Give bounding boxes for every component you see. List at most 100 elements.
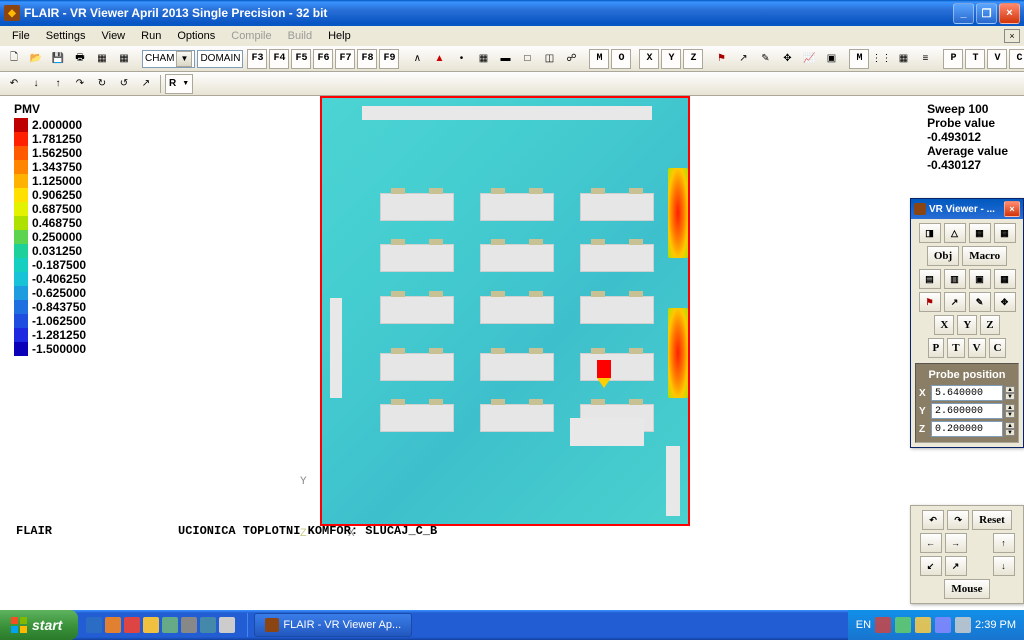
vr-close-button[interactable]: ×	[1004, 201, 1020, 217]
vr-macro-button[interactable]: Macro	[962, 246, 1007, 266]
m2-button[interactable]: M	[849, 49, 869, 69]
vr-p-button[interactable]: P	[928, 338, 945, 358]
menu-help[interactable]: Help	[320, 28, 359, 44]
minimize-button[interactable]: _	[953, 3, 974, 24]
menubar-close[interactable]: ×	[1004, 29, 1020, 43]
flag-icon[interactable]: ⚑	[711, 49, 731, 69]
nav-rot-r[interactable]: ↷	[947, 510, 969, 530]
nav-down[interactable]: ↓	[993, 556, 1015, 576]
o-button[interactable]: O	[611, 49, 631, 69]
tray-icon-1[interactable]	[875, 617, 891, 633]
vr-btn-arrow[interactable]: ↗	[944, 292, 966, 312]
menu-view[interactable]: View	[93, 28, 133, 44]
tool-a-icon[interactable]: ∧	[407, 49, 427, 69]
dots-icon[interactable]: ⋮⋮	[871, 49, 891, 69]
pos-z-down[interactable]: ▼	[1005, 429, 1015, 436]
vr-btn-flag[interactable]: ⚑	[919, 292, 941, 312]
f3-button[interactable]: F3	[247, 49, 267, 69]
nav-rot-l[interactable]: ↶	[922, 510, 944, 530]
pos-y-down[interactable]: ▼	[1005, 411, 1015, 418]
z-button[interactable]: Z	[683, 49, 703, 69]
print-icon[interactable]: 🖶	[70, 49, 90, 69]
pos-x-down[interactable]: ▼	[1005, 393, 1015, 400]
box-icon[interactable]: ▣	[821, 49, 841, 69]
mouse-button[interactable]: Mouse	[944, 579, 989, 599]
f7-button[interactable]: F7	[335, 49, 355, 69]
c-button[interactable]: C	[1009, 49, 1024, 69]
m-button[interactable]: M	[589, 49, 609, 69]
r-button[interactable]: R ▼	[165, 74, 193, 94]
arrow-icon[interactable]: ↗	[733, 49, 753, 69]
new-icon[interactable]: 🗋	[4, 49, 24, 69]
nav-left[interactable]: ←	[920, 533, 942, 553]
nav-out[interactable]: ↗	[945, 556, 967, 576]
ql-icon-3[interactable]	[124, 617, 140, 633]
lines-icon[interactable]: ≡	[915, 49, 935, 69]
nav-right[interactable]: →	[945, 533, 967, 553]
tray-icon-5[interactable]	[955, 617, 971, 633]
menu-options[interactable]: Options	[169, 28, 223, 44]
y-button[interactable]: Y	[661, 49, 681, 69]
nav-in[interactable]: ↙	[920, 556, 942, 576]
vr-btn-6[interactable]: ▥	[944, 269, 966, 289]
nav-left-icon[interactable]: ↶	[4, 74, 24, 94]
vr-y-button[interactable]: Y	[957, 315, 977, 335]
combo-domain[interactable]: DOMAIN	[197, 50, 243, 68]
pos-x-input[interactable]: 5.640000	[931, 385, 1003, 401]
t-button[interactable]: T	[965, 49, 985, 69]
f4-button[interactable]: F4	[269, 49, 289, 69]
vr-obj-button[interactable]: Obj	[927, 246, 959, 266]
p-button[interactable]: P	[943, 49, 963, 69]
save-icon[interactable]: 💾	[48, 49, 68, 69]
wand-icon[interactable]: ✎	[755, 49, 775, 69]
tool-d-icon[interactable]: ▬	[495, 49, 515, 69]
start-button[interactable]: start	[0, 610, 78, 640]
x-button[interactable]: X	[639, 49, 659, 69]
open-icon[interactable]: 📂	[26, 49, 46, 69]
vr-nav-panel[interactable]: ↶ ↷ Reset ← → ↑ ↙ ↗ ↓ Mouse	[910, 505, 1024, 604]
vr-btn-4[interactable]: ▦	[994, 223, 1016, 243]
ql-icon-8[interactable]	[219, 617, 235, 633]
tool-f-icon[interactable]: ◫	[539, 49, 559, 69]
ql-icon-5[interactable]	[162, 617, 178, 633]
pos-z-up[interactable]: ▲	[1005, 422, 1015, 429]
menu-settings[interactable]: Settings	[38, 28, 94, 44]
grid2-icon[interactable]: ▦	[893, 49, 913, 69]
tool-e-icon[interactable]: □	[517, 49, 537, 69]
ql-icon-6[interactable]	[181, 617, 197, 633]
vr-btn-7[interactable]: ▣	[969, 269, 991, 289]
f6-button[interactable]: F6	[313, 49, 333, 69]
vr-z-button[interactable]: Z	[980, 315, 999, 335]
menu-file[interactable]: File	[4, 28, 38, 44]
vr-t-button[interactable]: T	[947, 338, 964, 358]
tray-icon-4[interactable]	[935, 617, 951, 633]
tool-b-icon[interactable]: ▲	[429, 49, 449, 69]
nav-ccw-icon[interactable]: ↺	[114, 74, 134, 94]
reset-button[interactable]: Reset	[972, 510, 1012, 530]
tool-link-icon[interactable]: ☍	[561, 49, 581, 69]
copy2-icon[interactable]: ▦	[114, 49, 134, 69]
tray-icon-3[interactable]	[915, 617, 931, 633]
tool-grid-icon[interactable]: ▦	[473, 49, 493, 69]
tool-c-icon[interactable]: •	[451, 49, 471, 69]
vr-btn-8[interactable]: ▦	[994, 269, 1016, 289]
close-button[interactable]: ×	[999, 3, 1020, 24]
vr-btn-tool[interactable]: ✎	[969, 292, 991, 312]
pos-y-up[interactable]: ▲	[1005, 404, 1015, 411]
f8-button[interactable]: F8	[357, 49, 377, 69]
clock[interactable]: 2:39 PM	[975, 619, 1016, 631]
chart-icon[interactable]: 📈	[799, 49, 819, 69]
nav-dr-icon[interactable]: ↗	[136, 74, 156, 94]
nav-down-icon[interactable]: ↓	[26, 74, 46, 94]
ql-ie-icon[interactable]	[86, 617, 102, 633]
ql-icon-7[interactable]	[200, 617, 216, 633]
simulation-view[interactable]	[320, 96, 690, 526]
f5-button[interactable]: F5	[291, 49, 311, 69]
nav-cw-icon[interactable]: ↻	[92, 74, 112, 94]
vr-btn-3[interactable]: ▦	[969, 223, 991, 243]
nav-up[interactable]: ↑	[993, 533, 1015, 553]
probe-marker[interactable]	[597, 360, 611, 378]
pos-z-input[interactable]: 0.200000	[931, 421, 1003, 437]
vr-titlebar[interactable]: VR Viewer - ... ×	[911, 199, 1023, 219]
nav-right-icon[interactable]: ↷	[70, 74, 90, 94]
